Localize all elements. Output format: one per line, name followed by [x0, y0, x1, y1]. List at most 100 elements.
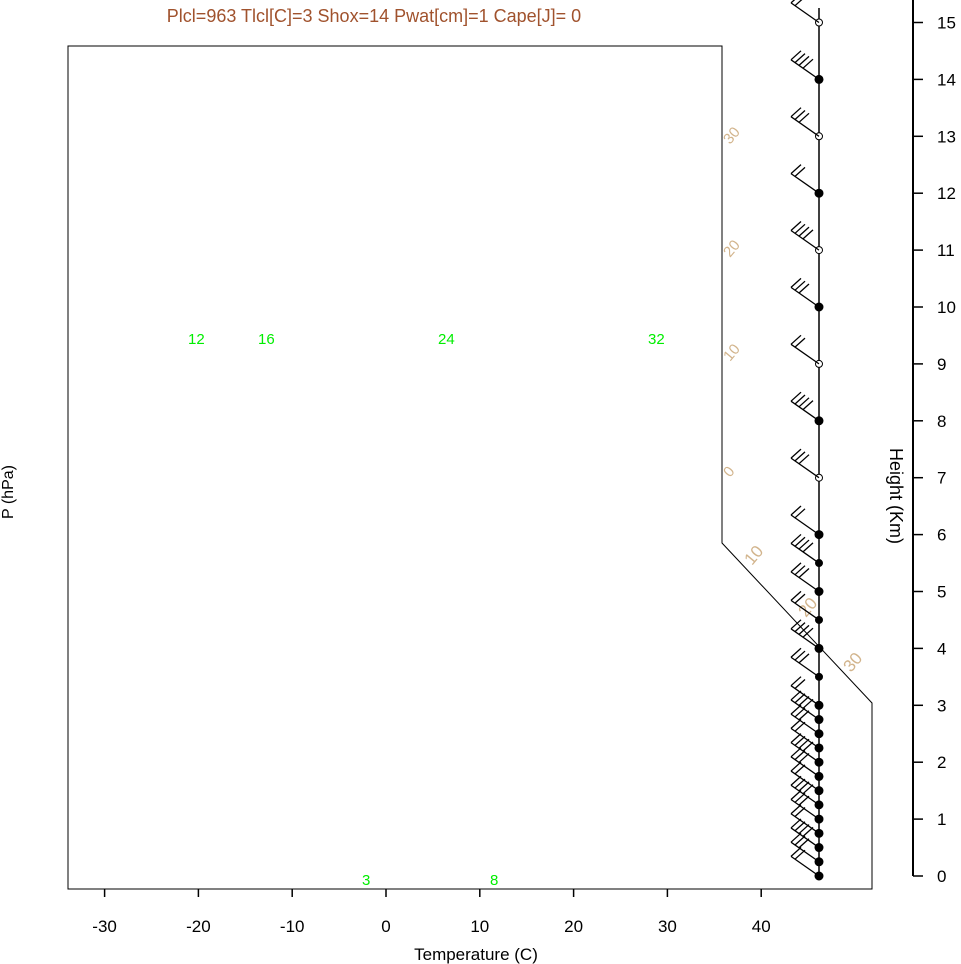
height-tick-label: 6 — [937, 526, 946, 545]
wind-barb-feather — [794, 807, 806, 818]
temperature-tick-label: 20 — [564, 917, 583, 936]
wind-barb-feather — [794, 650, 806, 661]
wind-barb-feather — [794, 792, 806, 803]
wind-barb — [790, 827, 820, 849]
wind-barb — [790, 685, 820, 706]
wind-barb-feather — [790, 676, 802, 687]
wind-barb-feather — [790, 277, 802, 288]
height-tick-label: 10 — [937, 298, 956, 317]
height-tick-label: 1 — [937, 810, 946, 829]
wind-barb-column — [790, 0, 824, 881]
wind-barb-feather — [790, 505, 802, 516]
temperature-tick-label: -10 — [280, 917, 305, 936]
theta-label: 20 — [720, 237, 744, 261]
plot-frame — [67, 45, 873, 890]
wind-barb — [790, 229, 820, 251]
wind-barb — [790, 770, 820, 792]
wind-barb-feather — [802, 698, 814, 709]
wind-barb-feather — [790, 690, 802, 701]
height-axis: 012345678910111213141516 — [912, 0, 956, 886]
wind-barb-feather — [790, 761, 802, 772]
wind-barb-feather — [798, 738, 810, 749]
height-tick-label: 9 — [937, 355, 946, 374]
wind-barb-feather — [794, 764, 806, 775]
mixing-ratio-label: 16 — [258, 331, 275, 348]
height-axis-label: Height (Km) — [886, 448, 906, 544]
temperature-tick-label: -30 — [92, 917, 117, 936]
wind-barb — [790, 798, 820, 820]
wind-barb — [790, 756, 820, 777]
height-tick-label: 4 — [937, 639, 946, 658]
wind-barb-feather — [798, 795, 810, 806]
wind-barb-feather — [802, 784, 814, 795]
height-tick-label: 11 — [937, 241, 955, 260]
wind-barb — [790, 400, 820, 422]
wind-barb — [790, 514, 820, 536]
height-tick-label: 14 — [937, 70, 956, 89]
wind-barb — [790, 599, 820, 621]
theta-labels: 403020100-10-20-303020100102030121624323… — [188, 124, 867, 889]
wind-barb-feather — [802, 400, 814, 411]
wind-barb-feather — [794, 280, 806, 291]
wind-barb — [790, 742, 820, 763]
wind-barb-feather — [794, 679, 806, 689]
temperature-tick-label: 10 — [470, 917, 489, 936]
wind-barb — [790, 713, 820, 735]
height-tick-label: 3 — [937, 696, 946, 715]
wind-barb-feather — [798, 838, 810, 849]
wind-barb-feather — [794, 707, 806, 718]
wind-barb-feather — [790, 804, 802, 815]
wind-barb-feather — [802, 826, 814, 837]
wind-barb-feather — [794, 835, 806, 846]
wind-barb-feather — [794, 849, 806, 860]
wind-barb-feather — [790, 832, 802, 843]
wind-barb-feather — [798, 624, 810, 635]
wind-barb-feather — [790, 846, 802, 857]
wind-barb-feather — [794, 750, 806, 761]
mixing-ratio-label: 8 — [490, 872, 498, 889]
wind-barb-feather — [794, 223, 806, 234]
mixing-ratio-label: 24 — [438, 331, 455, 348]
temperature-tick-label: 0 — [381, 917, 390, 936]
wind-barb-feather — [790, 619, 802, 630]
wind-barb-feather — [802, 627, 814, 638]
wind-barb-feather — [798, 55, 810, 66]
wind-barb-feather — [794, 721, 806, 732]
mixing-ratio-label: 3 — [362, 872, 370, 889]
wind-barb-feather — [790, 718, 802, 729]
wind-barb-feather — [794, 693, 806, 704]
height-tick-label: 13 — [937, 127, 956, 146]
temperature-tick-label: -20 — [186, 917, 211, 936]
wind-barb-feather — [798, 568, 810, 578]
chart-title: Plcl=963 Tlcl[C]=3 Shox=14 Pwat[cm]=1 Ca… — [167, 6, 581, 26]
wind-barb-feather — [794, 565, 806, 576]
wind-barb-feather — [802, 741, 814, 752]
wind-barb-feather — [790, 704, 802, 715]
wind-barb-feather — [798, 824, 810, 835]
height-tick-label: 8 — [937, 412, 946, 431]
theta-label: 0 — [720, 463, 738, 480]
wind-barb-feather — [794, 451, 806, 462]
theta-label: 30 — [840, 649, 867, 676]
temperature-tick-label: 40 — [752, 917, 771, 936]
wind-barb — [790, 542, 820, 564]
wind-barb-feather — [798, 226, 810, 237]
wind-barb — [790, 571, 820, 593]
wind-barb-feather — [798, 710, 810, 721]
wind-barb-feather — [790, 0, 796, 4]
y-axis-label: P (hPa) — [0, 465, 17, 519]
height-tick-label: 12 — [937, 184, 956, 203]
wind-barb-feather — [790, 334, 802, 345]
wind-barb-feather — [794, 110, 806, 120]
wind-barb-feather — [798, 283, 810, 294]
wind-barb-feather — [790, 533, 802, 544]
wind-barb-feather — [794, 593, 806, 604]
wind-barb-feather — [798, 112, 810, 123]
wind-barb-feather — [798, 696, 810, 707]
wind-barb-feather — [794, 394, 806, 405]
wind-barb-feather — [798, 653, 810, 664]
wind-barb-feather — [794, 778, 806, 789]
wind-barb — [790, 457, 820, 479]
wind-barb-feather — [802, 58, 814, 69]
